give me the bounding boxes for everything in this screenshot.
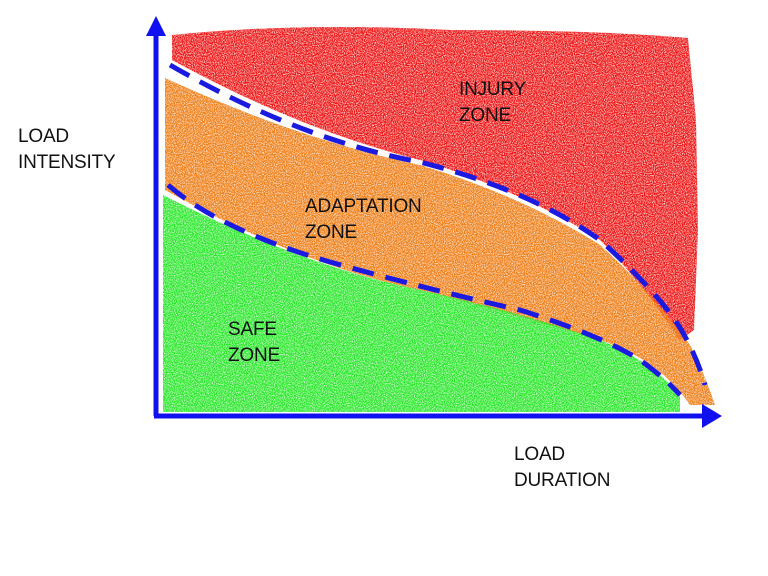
y-axis-label-line2: INTENSITY — [18, 152, 116, 173]
adaptation-zone-label-line2: ZONE — [305, 222, 357, 243]
y-axis-label-line1: LOAD — [18, 126, 69, 147]
adaptation-zone-label-line1: ADAPTATION — [305, 196, 422, 217]
injury-zone-area — [172, 26, 698, 340]
x-axis-label: LOAD DURATION — [514, 442, 610, 494]
x-axis-label-line1: LOAD — [514, 444, 565, 465]
safe-zone-label-line2: ZONE — [228, 345, 280, 366]
adaptation-zone-area — [165, 78, 715, 405]
safe-zone-area — [163, 195, 680, 412]
safe-zone-label: SAFE ZONE — [228, 317, 280, 369]
injury-boundary-line — [168, 62, 708, 386]
x-axis — [154, 404, 722, 428]
adaptation-zone-label: ADAPTATION ZONE — [305, 194, 422, 246]
injury-zone-label-line1: INJURY — [459, 79, 527, 100]
injury-zone-label: INJURY ZONE — [459, 77, 526, 129]
safe-zone-label-line1: SAFE — [228, 319, 277, 340]
injury-zone-label-line2: ZONE — [459, 105, 511, 126]
x-axis-label-line2: DURATION — [514, 470, 611, 491]
y-axis-label: LOAD INTENSITY — [18, 124, 116, 176]
y-axis — [146, 16, 166, 416]
